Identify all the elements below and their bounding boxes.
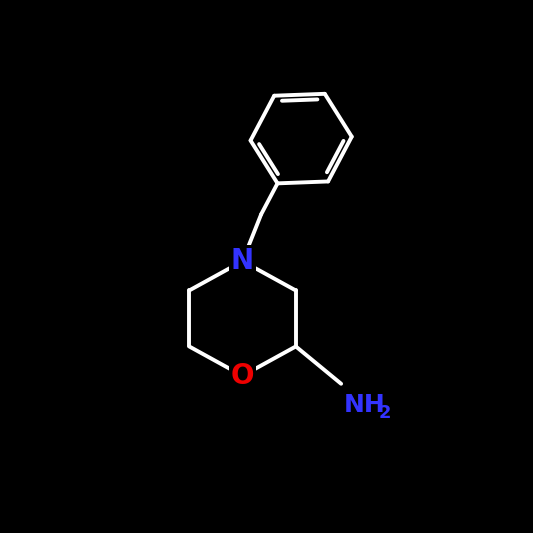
Text: N: N [231,247,254,275]
Text: NH: NH [344,393,385,417]
Text: O: O [231,362,254,390]
Text: 2: 2 [378,404,391,422]
